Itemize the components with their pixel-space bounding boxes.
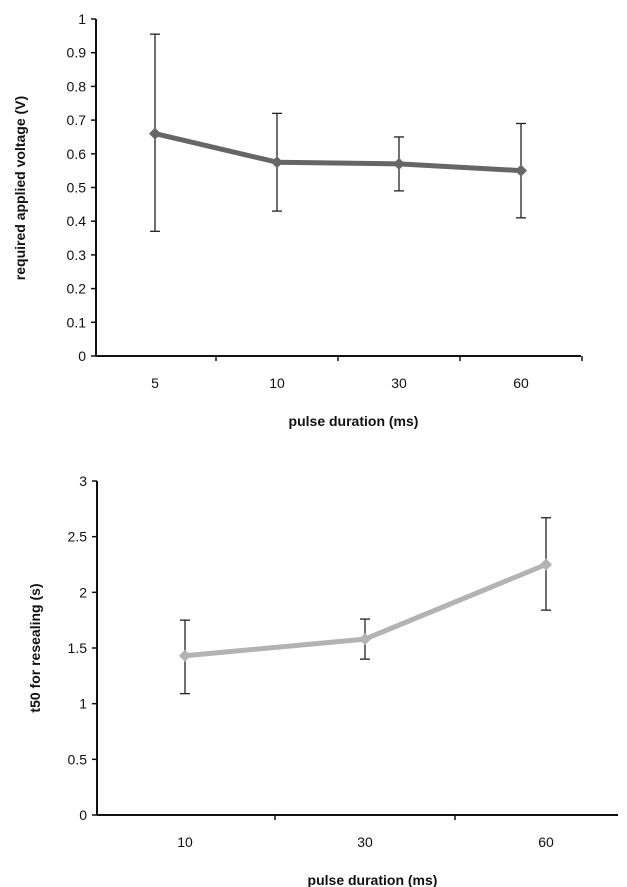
y-tick-label: 0.9 (67, 45, 87, 61)
x-axis-title: pulse duration (ms) (308, 872, 438, 887)
y-tick-label: 1 (78, 11, 86, 27)
x-tick-label: 60 (513, 375, 529, 391)
y-tick-label: 0.4 (67, 213, 87, 229)
data-point (359, 633, 371, 646)
y-tick-label: 0.8 (67, 78, 87, 94)
y-axis-title: t50 for resealing (s) (27, 583, 43, 712)
x-tick-label: 30 (391, 375, 407, 391)
y-tick-label: 0.1 (67, 314, 87, 330)
y-tick-label: 1.5 (68, 640, 88, 656)
x-tick-label: 10 (269, 375, 285, 391)
data-point (271, 156, 283, 169)
y-tick-label: 0.7 (67, 112, 87, 128)
y-axis-title: required applied voltage (V) (12, 96, 28, 280)
y-tick-label: 2 (79, 584, 87, 600)
y-tick-label: 3 (79, 473, 87, 489)
chart-resealing: 0 0.5 1 1.5 2 2.5 3 10 30 60 pulse duration (ms) t5… (27, 473, 618, 887)
x-tick-label: 30 (357, 834, 373, 850)
x-tick-label: 10 (177, 834, 193, 850)
y-tick-label: 2.5 (68, 529, 88, 545)
y-tick-label: 0 (78, 348, 86, 364)
data-point (515, 164, 527, 177)
y-tick-label: 0.6 (67, 146, 87, 162)
data-point (393, 157, 405, 170)
data-point (149, 127, 161, 140)
x-tick-label: 60 (538, 834, 554, 850)
series-line (154, 131, 522, 174)
y-tick-label: 0 (79, 807, 87, 823)
x-axis-title: pulse duration (ms) (289, 413, 419, 429)
data-point (179, 649, 191, 662)
chart-voltage: 0 0.1 0.2 0.3 0.4 0.5 0.6 0.7 0.8 0.9 1 5 10 30 60 puls… (12, 11, 583, 429)
y-tick-label: 0.2 (67, 281, 87, 297)
y-tick-label: 0.5 (68, 751, 88, 767)
x-tick-label: 5 (151, 375, 159, 391)
y-tick-label: 1 (79, 696, 87, 712)
data-point (540, 558, 552, 571)
y-tick-label: 0.3 (67, 247, 87, 263)
y-tick-label: 0.5 (67, 180, 87, 196)
